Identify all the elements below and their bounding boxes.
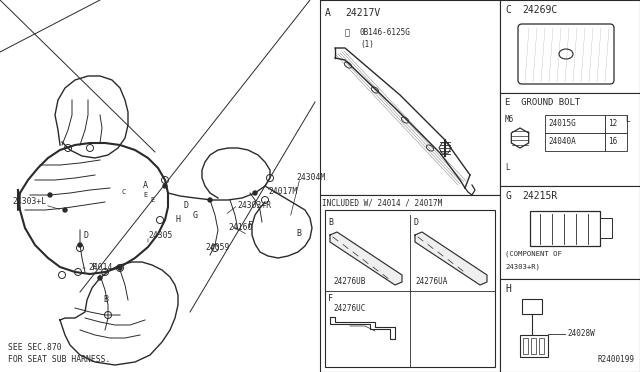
Text: 24059: 24059: [205, 244, 229, 253]
Text: B: B: [296, 228, 301, 237]
Text: F: F: [92, 263, 97, 273]
Text: 24215R: 24215R: [522, 191, 557, 201]
Text: L: L: [625, 115, 630, 124]
Text: 0B146-6125G: 0B146-6125G: [360, 28, 411, 37]
Text: B: B: [328, 218, 333, 227]
Text: 24303+R: 24303+R: [237, 201, 271, 209]
Text: H: H: [505, 284, 511, 294]
Text: L: L: [505, 164, 509, 173]
Text: 24040A: 24040A: [548, 138, 576, 147]
Text: Ⓑ: Ⓑ: [345, 28, 350, 37]
Text: 24269C: 24269C: [522, 5, 557, 15]
Text: H: H: [175, 215, 180, 224]
Text: D: D: [413, 218, 418, 227]
Text: 24276UA: 24276UA: [415, 277, 447, 286]
Bar: [320, 195, 500, 372]
Bar: [325, 210, 495, 367]
Text: 24217V: 24217V: [345, 8, 380, 18]
Circle shape: [98, 276, 102, 280]
Text: 16: 16: [608, 138, 617, 147]
Text: (1): (1): [360, 40, 374, 49]
Text: E  GROUND BOLT: E GROUND BOLT: [505, 98, 580, 107]
Text: G: G: [193, 211, 198, 219]
Bar: [530, 211, 600, 246]
Text: M6: M6: [505, 115, 515, 124]
Text: 24028W: 24028W: [567, 330, 595, 339]
Circle shape: [78, 243, 82, 247]
Circle shape: [163, 184, 167, 188]
Text: 24015G: 24015G: [548, 119, 576, 128]
Bar: [605, 133, 627, 151]
Bar: [545, 133, 605, 151]
Text: 24276UC: 24276UC: [333, 304, 365, 313]
Bar: [605, 115, 627, 133]
Text: 24305: 24305: [148, 231, 172, 241]
Bar: [522, 299, 542, 314]
Bar: [600, 218, 612, 238]
Text: 24303+L: 24303+L: [12, 198, 46, 206]
Text: C: C: [122, 189, 126, 195]
Bar: [523, 338, 528, 354]
Circle shape: [63, 208, 67, 212]
Circle shape: [208, 198, 212, 202]
Text: 24014: 24014: [88, 263, 113, 273]
FancyBboxPatch shape: [518, 24, 614, 84]
Bar: [531, 338, 536, 354]
Bar: [500, 279, 640, 372]
Bar: [545, 115, 605, 133]
Text: 24160: 24160: [228, 224, 252, 232]
Circle shape: [253, 191, 257, 195]
Text: INCLUDED W/ 24014 / 24017M: INCLUDED W/ 24014 / 24017M: [322, 198, 442, 207]
Text: F: F: [248, 221, 253, 230]
Text: (COMPONENT OF: (COMPONENT OF: [505, 251, 562, 257]
Text: 12: 12: [608, 119, 617, 128]
Text: E: E: [143, 192, 147, 198]
Text: E: E: [150, 197, 154, 203]
Text: D: D: [183, 201, 188, 209]
Text: FOR SEAT SUB HARNESS.: FOR SEAT SUB HARNESS.: [8, 356, 110, 365]
Text: B: B: [103, 295, 108, 305]
Text: R2400199: R2400199: [598, 355, 635, 364]
Text: 24017M: 24017M: [268, 187, 297, 196]
Text: F: F: [328, 294, 333, 303]
Bar: [500, 93, 640, 186]
Bar: [320, 0, 500, 195]
Text: SEE SEC.870: SEE SEC.870: [8, 343, 61, 353]
Bar: [520, 335, 548, 357]
Text: 24304M: 24304M: [296, 173, 325, 183]
Polygon shape: [330, 232, 402, 285]
Polygon shape: [415, 232, 487, 285]
Text: C: C: [505, 5, 511, 15]
Bar: [500, 0, 640, 93]
Circle shape: [48, 193, 52, 197]
Bar: [539, 338, 544, 354]
Text: A: A: [325, 8, 331, 18]
Text: 24303+R): 24303+R): [505, 264, 540, 270]
Circle shape: [118, 266, 122, 270]
Text: D: D: [83, 231, 88, 240]
Text: 24276UB: 24276UB: [333, 277, 365, 286]
Text: A: A: [143, 180, 148, 189]
Text: G: G: [505, 191, 511, 201]
Bar: [500, 186, 640, 279]
